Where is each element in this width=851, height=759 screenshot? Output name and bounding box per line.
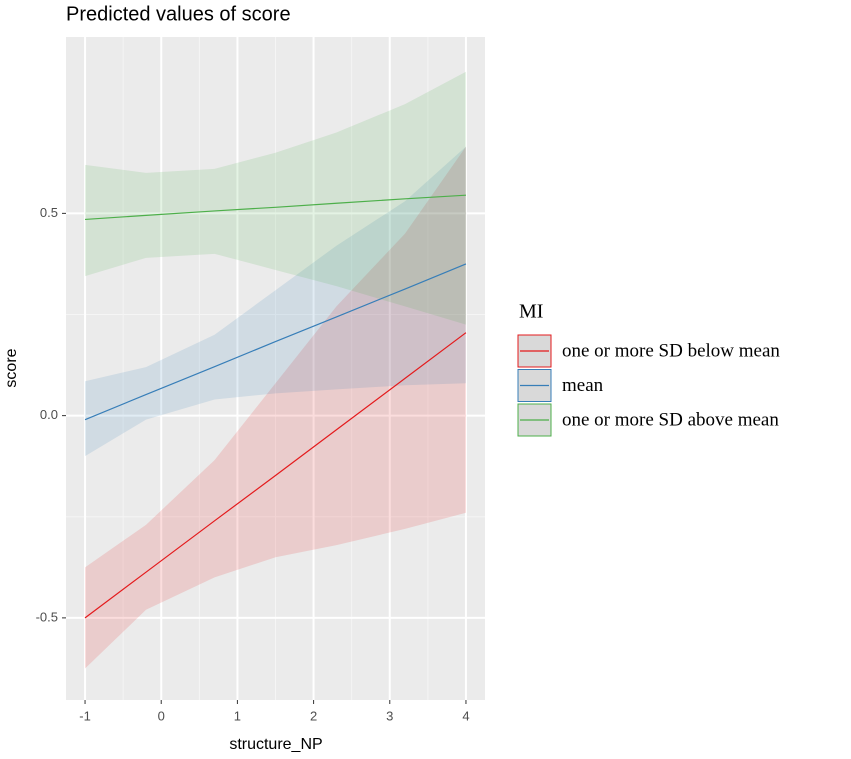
legend-label: mean: [562, 375, 604, 396]
confidence-band: [85, 146, 466, 669]
y-axis-label: score: [3, 348, 20, 387]
legend: one or more SD below mean mean one or more…: [517, 334, 780, 437]
bands: [85, 71, 466, 669]
confidence-band: [85, 71, 466, 325]
line: [85, 194, 466, 221]
x-tick-label: 2: [310, 708, 317, 723]
y-tick-label: 0.5: [40, 205, 58, 220]
x-tick-label: 0: [158, 708, 165, 723]
x-tick-label: 1: [234, 708, 241, 723]
legend-label: one or more SD above mean: [562, 409, 779, 430]
line: [84, 332, 467, 619]
x-axis-label: structure_NP: [229, 736, 322, 753]
y-tick-label: 0.0: [40, 407, 58, 422]
line: [84, 263, 467, 421]
x-tick-label: -1: [79, 708, 91, 723]
legend-label: one or more SD below mean: [562, 340, 780, 361]
chart-title: Predicted values of score: [66, 3, 291, 25]
x-tick-label: 4: [462, 708, 469, 723]
legend-title: MI: [519, 301, 543, 323]
lines: [84, 194, 467, 619]
x-tick-label: 3: [386, 708, 393, 723]
confidence-band: [85, 146, 466, 457]
grid: [66, 37, 485, 700]
y-tick-label: -0.5: [36, 609, 58, 624]
